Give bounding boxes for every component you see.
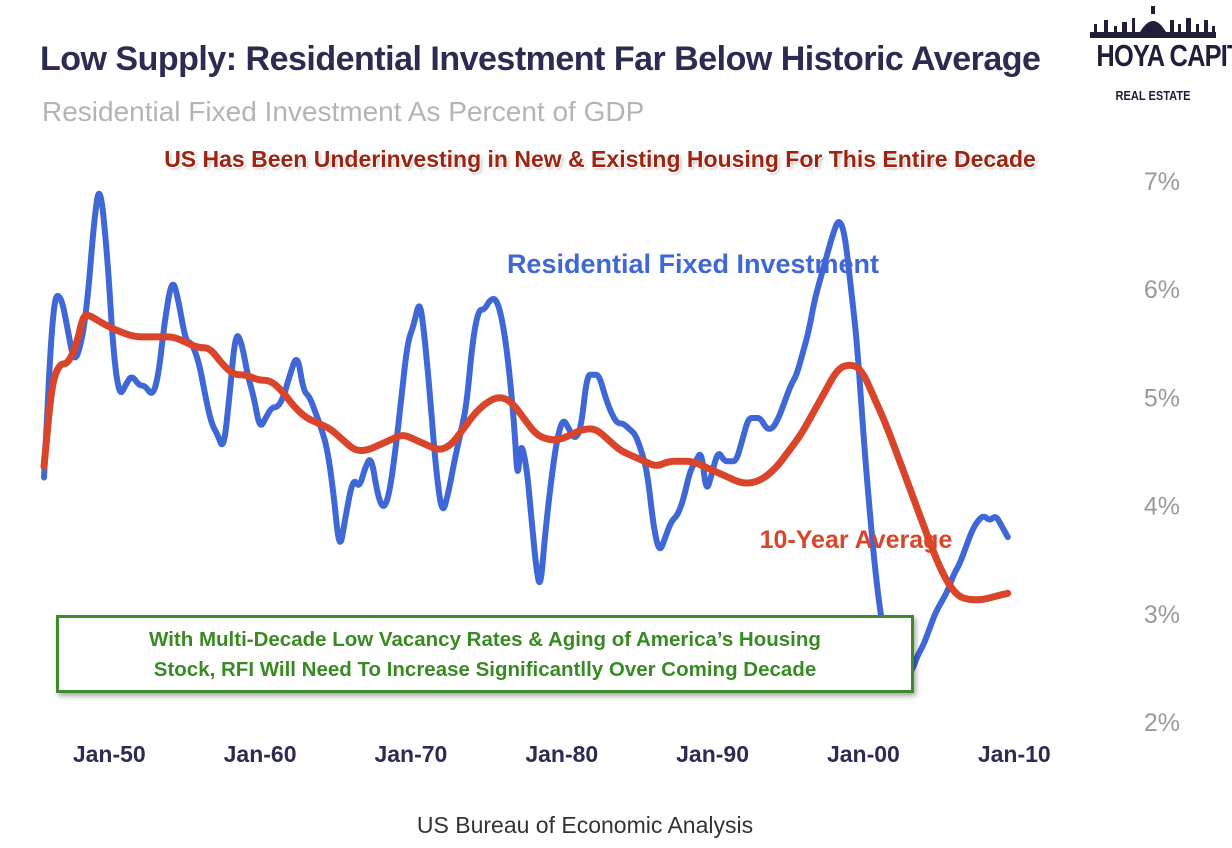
chart-title: Low Supply: Residential Investment Far B… <box>40 40 1041 78</box>
x-tick-label: Jan-10 <box>978 741 1051 767</box>
y-tick-label: 4% <box>1144 493 1180 521</box>
x-tick-label: Jan-60 <box>224 741 297 767</box>
series-label-10yr-average: 10-Year Average <box>760 526 953 554</box>
x-tick-label: Jan-80 <box>525 741 598 767</box>
x-tick-label: Jan-00 <box>827 741 900 767</box>
series-line-10yr-average <box>40 311 1012 604</box>
series-label-rfi: Residential Fixed Investment <box>507 249 879 279</box>
callout-underinvesting: US Has Been Underinvesting in New & Exis… <box>0 146 1232 173</box>
chart-source: US Bureau of Economic Analysis <box>416 812 754 838</box>
callout-box-line-2: Stock, RFI Will Need To Increase Signifi… <box>153 658 817 681</box>
x-tick-label: Jan-70 <box>374 741 447 767</box>
x-tick-label: Jan-90 <box>676 741 749 767</box>
y-tick-label: 6% <box>1144 276 1180 304</box>
y-tick-label: 7% <box>1144 168 1180 196</box>
logo-tagline: REAL ESTATE <box>1115 88 1191 103</box>
series-line-rfi <box>41 190 1011 676</box>
y-tick-label: 3% <box>1144 601 1180 629</box>
hoya-capital-logo <box>1090 6 1216 38</box>
series-layer <box>40 190 1012 676</box>
logo-name: HOYA CAPITAL <box>1096 38 1232 73</box>
y-axis: 7% 6% 5% 4% 3% 2% <box>1144 168 1180 737</box>
x-tick-label: Jan-50 <box>73 741 146 767</box>
x-axis: Jan-50 Jan-60 Jan-70 Jan-80 Jan-90 Jan-00 Jan-… <box>73 741 1051 767</box>
callout-box-vacancy: With Multi-Decade Low Vacancy Rates & Ag… <box>56 615 914 693</box>
y-tick-label: 2% <box>1144 709 1180 737</box>
chart-subtitle: Residential Fixed Investment As Percent … <box>42 96 645 127</box>
callout-underinvesting-text: US Has Been Underinvesting in New & Exis… <box>164 146 1036 172</box>
y-tick-label: 5% <box>1144 384 1180 412</box>
callout-box-line-1: With Multi-Decade Low Vacancy Rates & Ag… <box>149 628 821 651</box>
